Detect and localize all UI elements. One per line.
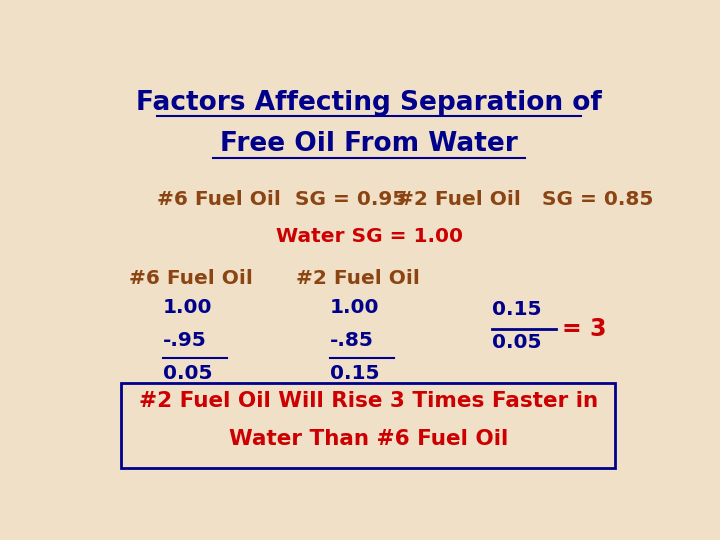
Text: 0.15: 0.15 <box>492 300 541 319</box>
Text: #6 Fuel Oil  SG = 0.95: #6 Fuel Oil SG = 0.95 <box>157 190 406 208</box>
Text: 1.00: 1.00 <box>330 298 379 316</box>
Text: 0.15: 0.15 <box>330 364 379 383</box>
Text: Factors Affecting Separation of: Factors Affecting Separation of <box>136 90 602 116</box>
Text: #2 Fuel Oil   SG = 0.85: #2 Fuel Oil SG = 0.85 <box>397 190 653 208</box>
FancyBboxPatch shape <box>121 383 615 468</box>
Text: 0.05: 0.05 <box>163 364 212 383</box>
Text: = 3: = 3 <box>562 317 606 341</box>
Text: 0.05: 0.05 <box>492 333 541 352</box>
Text: 1.00: 1.00 <box>163 298 212 316</box>
Text: Free Oil From Water: Free Oil From Water <box>220 131 518 157</box>
Text: #2 Fuel Oil Will Rise 3 Times Faster in: #2 Fuel Oil Will Rise 3 Times Faster in <box>140 391 598 411</box>
Text: Water SG = 1.00: Water SG = 1.00 <box>276 227 462 246</box>
Text: #2 Fuel Oil: #2 Fuel Oil <box>297 268 420 287</box>
Text: -.85: -.85 <box>330 331 374 350</box>
Text: Water Than #6 Fuel Oil: Water Than #6 Fuel Oil <box>230 429 508 449</box>
Text: #6 Fuel Oil: #6 Fuel Oil <box>129 268 253 287</box>
Text: -.95: -.95 <box>163 331 207 350</box>
